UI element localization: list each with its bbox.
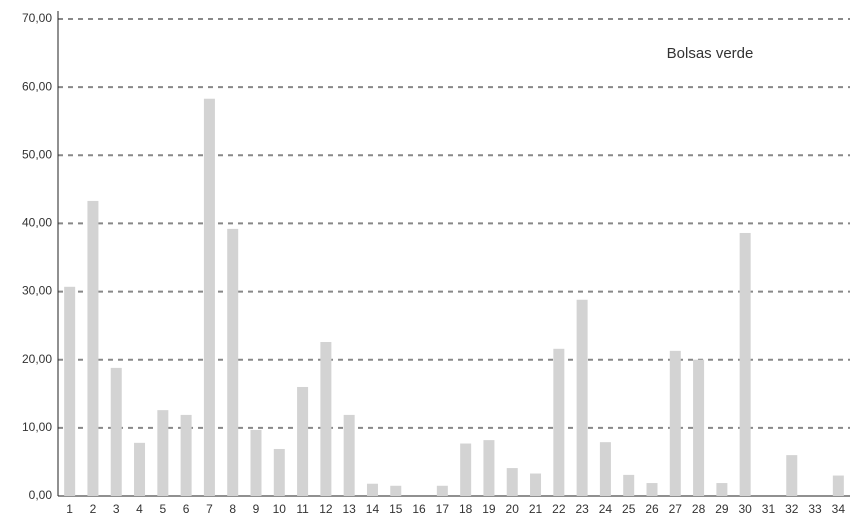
x-tick-label: 18 <box>459 502 473 516</box>
bar <box>343 414 355 496</box>
x-tick-label: 26 <box>645 502 659 516</box>
bar <box>180 414 192 496</box>
x-tick-label: 15 <box>389 502 403 516</box>
x-tick-label: 17 <box>436 502 450 516</box>
bar <box>273 448 285 496</box>
bar <box>483 440 495 496</box>
bar <box>716 483 728 496</box>
bar <box>832 475 844 496</box>
bar <box>366 483 378 496</box>
x-tick-label: 34 <box>832 502 846 516</box>
bar <box>576 299 588 496</box>
bar <box>250 429 262 496</box>
bar <box>436 485 448 496</box>
x-tick-label: 25 <box>622 502 636 516</box>
bar <box>739 232 751 496</box>
bar <box>64 286 76 496</box>
bar <box>297 386 309 496</box>
x-tick-label: 33 <box>808 502 822 516</box>
y-tick-label: 50,00 <box>22 147 52 161</box>
bar <box>506 468 518 496</box>
x-tick-label: 10 <box>273 502 287 516</box>
bar <box>227 228 239 496</box>
x-tick-label: 30 <box>738 502 752 516</box>
bar <box>693 359 705 496</box>
x-tick-label: 4 <box>136 502 143 516</box>
x-tick-label: 3 <box>113 502 120 516</box>
bar <box>599 442 611 496</box>
bar <box>320 341 332 496</box>
bar <box>530 473 542 496</box>
x-tick-label: 2 <box>90 502 97 516</box>
x-tick-label: 24 <box>599 502 613 516</box>
x-tick-label: 16 <box>412 502 426 516</box>
y-tick-label: 40,00 <box>22 216 52 230</box>
bar <box>134 442 146 496</box>
x-tick-label: 7 <box>206 502 213 516</box>
x-tick-label: 1 <box>66 502 73 516</box>
x-tick-label: 21 <box>529 502 543 516</box>
x-tick-label: 28 <box>692 502 706 516</box>
bar <box>623 474 635 496</box>
y-tick-label: 0,00 <box>29 488 53 502</box>
bar <box>646 483 658 496</box>
x-tick-label: 20 <box>506 502 520 516</box>
x-tick-label: 9 <box>253 502 260 516</box>
x-tick-label: 5 <box>159 502 166 516</box>
legend-label: Bolsas verde <box>667 45 754 62</box>
bar <box>786 455 798 496</box>
y-tick-label: 60,00 <box>22 79 52 93</box>
x-tick-label: 8 <box>229 502 236 516</box>
bar <box>460 443 472 496</box>
x-tick-label: 6 <box>183 502 190 516</box>
bar <box>87 200 99 497</box>
bar <box>157 410 169 496</box>
y-tick-label: 10,00 <box>22 420 52 434</box>
y-tick-label: 70,00 <box>22 11 52 25</box>
x-tick-label: 22 <box>552 502 566 516</box>
x-tick-label: 27 <box>669 502 683 516</box>
bar <box>390 485 402 496</box>
bar <box>669 350 681 496</box>
x-tick-label: 32 <box>785 502 799 516</box>
y-tick-label: 30,00 <box>22 284 52 298</box>
x-tick-label: 12 <box>319 502 333 516</box>
bar <box>203 98 215 496</box>
x-tick-label: 13 <box>342 502 356 516</box>
x-tick-label: 19 <box>482 502 496 516</box>
bar <box>553 348 565 496</box>
x-tick-label: 31 <box>762 502 776 516</box>
bar <box>110 367 122 496</box>
x-tick-label: 14 <box>366 502 380 516</box>
x-tick-label: 23 <box>575 502 589 516</box>
y-tick-label: 20,00 <box>22 352 52 366</box>
x-tick-label: 29 <box>715 502 729 516</box>
x-tick-label: 11 <box>296 502 309 516</box>
